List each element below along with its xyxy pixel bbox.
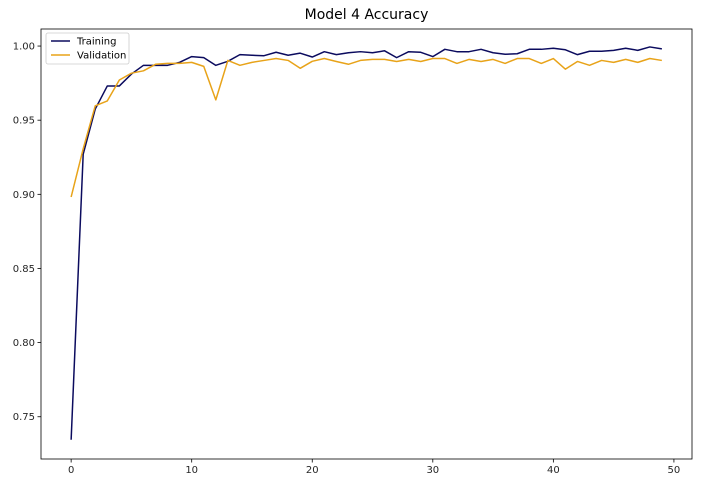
x-axis-ticks: 0 10 20 30 40 50 (68, 459, 680, 476)
plot-frame (40, 28, 693, 460)
x-tick-label: 30 (426, 465, 439, 476)
x-tick-label: 40 (547, 465, 560, 476)
chart-title: Model 4 Accuracy (305, 7, 429, 23)
y-tick-label: 0.85 (13, 264, 35, 275)
x-tick-label: 0 (68, 465, 74, 476)
y-tick-label: 1.00 (13, 42, 35, 53)
y-axis-ticks: 0.75 0.80 0.85 0.90 0.95 1.00 (13, 42, 41, 423)
series-lines (70, 46, 662, 440)
x-tick-label: 10 (185, 465, 198, 476)
series-line-validation (70, 57, 662, 198)
series-line-training (70, 46, 662, 440)
y-tick-label: 0.80 (13, 338, 35, 349)
y-tick-label: 0.90 (13, 190, 35, 201)
x-tick-label: 20 (306, 465, 319, 476)
legend-label-validation: Validation (77, 51, 126, 62)
x-tick-label: 50 (668, 465, 681, 476)
y-tick-label: 0.75 (13, 412, 35, 423)
y-tick-label: 0.95 (13, 116, 35, 127)
legend: Training Validation (45, 32, 130, 65)
legend-label-training: Training (76, 37, 116, 48)
